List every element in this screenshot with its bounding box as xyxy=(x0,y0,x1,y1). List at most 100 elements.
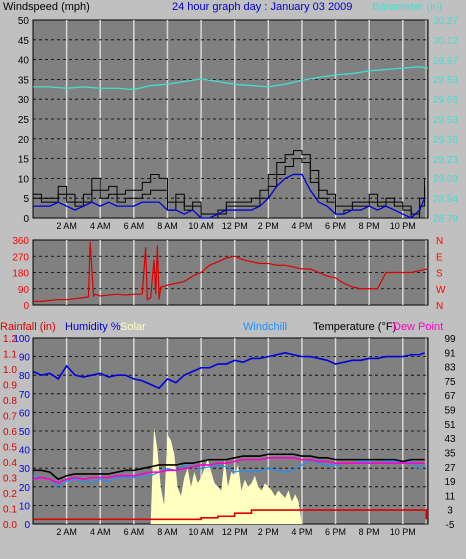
humidity-y-tick-label: 50 xyxy=(19,427,31,438)
humidity-y-tick-label: 40 xyxy=(19,446,31,457)
compass-tick-label: S xyxy=(436,269,443,280)
rainfall-y-tick-label: 1.1 xyxy=(3,350,17,361)
time-tick-label: 8 AM xyxy=(157,527,178,537)
humidity-y-tick-label: 30 xyxy=(19,464,31,475)
rainfall-y-tick-label: 0.8 xyxy=(3,396,17,407)
rainfall-y-tick-label: 0.3 xyxy=(3,474,17,485)
barometer-y-tick-label: 29.09 xyxy=(433,174,458,185)
temperature-y-tick-label: 51 xyxy=(444,420,456,431)
temperature-y-tick-label: 91 xyxy=(444,348,456,359)
direction-y-tick-label: 360 xyxy=(12,236,29,247)
barometer-series-line xyxy=(33,66,429,91)
direction-y-tick-label: 180 xyxy=(12,269,29,280)
time-tick-label: 12 PM xyxy=(222,221,248,231)
wind-y-tick-label: 50 xyxy=(18,16,30,27)
rainfall-y-tick-label: 0.0 xyxy=(3,520,17,531)
time-tick-label: 6 PM xyxy=(325,221,346,231)
humidity-y-tick-label: 0 xyxy=(24,520,30,531)
wind-y-tick-label: 30 xyxy=(18,95,30,106)
direction-y-tick-label: 270 xyxy=(12,252,29,263)
humidity-y-tick-label: 90 xyxy=(19,353,31,364)
windspeed-axis-title: Windspeed (mph) xyxy=(3,1,90,13)
time-tick-label: 4 PM xyxy=(291,221,312,231)
humidity-y-tick-label: 100 xyxy=(13,334,30,345)
windspeed-series-line xyxy=(33,158,426,219)
wind-y-tick-label: 35 xyxy=(18,75,30,86)
temperature-y-tick-label: -5 xyxy=(446,520,455,531)
barometer-y-tick-label: 29.68 xyxy=(433,95,458,106)
time-tick-label: 6 AM xyxy=(124,221,145,231)
time-tick-label: 2 PM xyxy=(258,527,279,537)
compass-tick-label: E xyxy=(436,252,443,263)
humidity-series-line xyxy=(32,352,425,390)
temperature-series-line xyxy=(33,453,425,481)
temperature-y-tick-label: 35 xyxy=(444,448,456,459)
wind-y-tick-label: 0 xyxy=(23,214,29,225)
solar-series-area xyxy=(150,427,302,524)
barometer-y-tick-label: 29.83 xyxy=(433,75,458,86)
humidity-y-tick-label: 70 xyxy=(19,390,31,401)
time-tick-label: 10 PM xyxy=(390,221,416,231)
wind-y-tick-label: 20 xyxy=(18,135,30,146)
wind-y-tick-label: 40 xyxy=(18,56,30,67)
humidity-y-tick-label: 20 xyxy=(19,483,31,494)
time-tick-label: 8 PM xyxy=(359,221,380,231)
rainfall-axis-title: Rainfall (in) xyxy=(0,321,56,333)
compass-tick-label: N xyxy=(436,301,443,312)
time-tick-label: 12 PM xyxy=(222,527,248,537)
barometer-y-tick-label: 28.94 xyxy=(433,194,458,205)
wind-direction-series-line xyxy=(33,241,429,302)
wind-average-series-line xyxy=(33,173,426,219)
temperature-axis-title: Temperature (°F) xyxy=(313,321,396,333)
temperature-y-tick-label: 75 xyxy=(444,377,456,388)
time-tick-label: 8 PM xyxy=(359,527,380,537)
time-tick-label: 10 AM xyxy=(188,527,214,537)
windchill-series-line xyxy=(32,458,425,488)
barometer-y-tick-label: 29.97 xyxy=(433,56,458,67)
humidity-axis-title: Humidity % xyxy=(65,321,121,333)
temperature-y-tick-label: 99 xyxy=(444,334,456,345)
barometer-y-tick-label: 30.27 xyxy=(433,16,458,27)
time-tick-label: 6 AM xyxy=(124,527,145,537)
humidity-y-tick-label: 80 xyxy=(19,371,31,382)
time-tick-label: 6 PM xyxy=(325,527,346,537)
temperature-y-tick-label: 11 xyxy=(445,491,456,502)
wind-y-tick-label: 25 xyxy=(18,115,30,126)
temperature-y-tick-label: 59 xyxy=(444,406,456,417)
rainfall-y-tick-label: 0.9 xyxy=(3,381,17,392)
temperature-y-tick-label: 19 xyxy=(444,477,456,488)
rainfall-y-tick-label: 0.6 xyxy=(3,427,17,438)
rainfall-y-tick-label: 1.2 xyxy=(3,334,17,345)
windchill-legend-label: Windchill xyxy=(243,321,287,333)
time-tick-label: 2 AM xyxy=(56,527,77,537)
compass-tick-label: W xyxy=(436,285,446,296)
time-tick-label: 2 PM xyxy=(258,221,279,231)
time-tick-label: 10 AM xyxy=(188,221,214,231)
wind-y-tick-label: 15 xyxy=(18,155,30,166)
time-tick-label: 8 AM xyxy=(157,221,178,231)
barometer-y-tick-label: 28.79 xyxy=(433,214,458,225)
rainfall-y-tick-label: 0.4 xyxy=(3,458,17,469)
wind-gust-series-line xyxy=(33,150,426,215)
temperature-y-tick-label: 83 xyxy=(444,363,456,374)
solar-legend-label: Solar xyxy=(120,321,146,333)
temperature-y-tick-label: 43 xyxy=(444,434,456,445)
humidity-y-tick-label: 60 xyxy=(19,408,31,419)
compass-tick-label: N xyxy=(436,236,443,247)
time-tick-label: 2 AM xyxy=(56,221,77,231)
rainfall-y-tick-label: 0.1 xyxy=(3,505,17,516)
wind-y-tick-label: 10 xyxy=(18,174,30,185)
dewpoint-series-line xyxy=(32,457,425,484)
temperature-y-tick-label: 67 xyxy=(444,391,456,402)
barometer-y-tick-label: 29.23 xyxy=(433,155,458,166)
direction-y-tick-label: 0 xyxy=(23,301,29,312)
rainfall-y-tick-label: 0.7 xyxy=(3,412,17,423)
time-tick-label: 10 PM xyxy=(390,527,416,537)
time-tick-label: 4 PM xyxy=(291,527,312,537)
time-tick-label: 4 AM xyxy=(90,221,111,231)
time-tick-label: 4 AM xyxy=(90,527,111,537)
barometer-axis-title: Barometer (in) xyxy=(372,1,442,13)
temperature-y-tick-label: 3 xyxy=(447,506,453,517)
direction-plot-area xyxy=(32,239,429,306)
